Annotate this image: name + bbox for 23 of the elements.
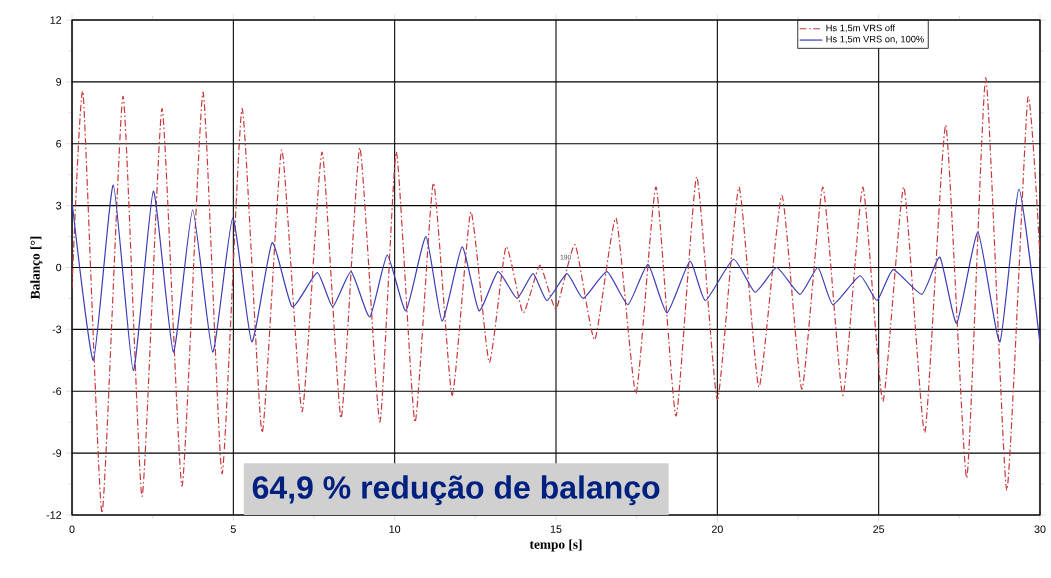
- y-tick-label: -6: [52, 387, 62, 396]
- y-tick-label: -9: [52, 449, 62, 457]
- y-tick-label: 6: [56, 139, 62, 148]
- y-tick-label: -12: [46, 511, 62, 519]
- annotation: 64,9 % redução de balanço: [252, 475, 660, 506]
- line-series: [72, 184, 1040, 372]
- legend-label: Hs 1,5m VRS off: [826, 24, 896, 33]
- x-tick-label: 30: [1034, 525, 1046, 533]
- x-tick-label: 5: [230, 525, 236, 533]
- y-tick-label: 0: [56, 263, 62, 272]
- y-tick-label: 12: [50, 16, 62, 24]
- x-tick-label: 20: [711, 525, 723, 533]
- x-tick-label: 0: [69, 525, 75, 533]
- legend-label: Hs 1,5m VRS on, 100%: [826, 35, 924, 44]
- x-tick-label: 15: [550, 525, 562, 533]
- y-tick-label: -3: [52, 325, 62, 334]
- line-series: [72, 77, 1040, 514]
- x-tick-label: 10: [389, 525, 401, 533]
- y-tick-label: 9: [56, 78, 62, 86]
- x-axis-title: tempo [s]: [529, 539, 582, 552]
- y-tick-label: 3: [56, 201, 62, 210]
- y-axis-title: Balanço [°]: [30, 236, 43, 299]
- x-tick-label: 25: [873, 525, 885, 533]
